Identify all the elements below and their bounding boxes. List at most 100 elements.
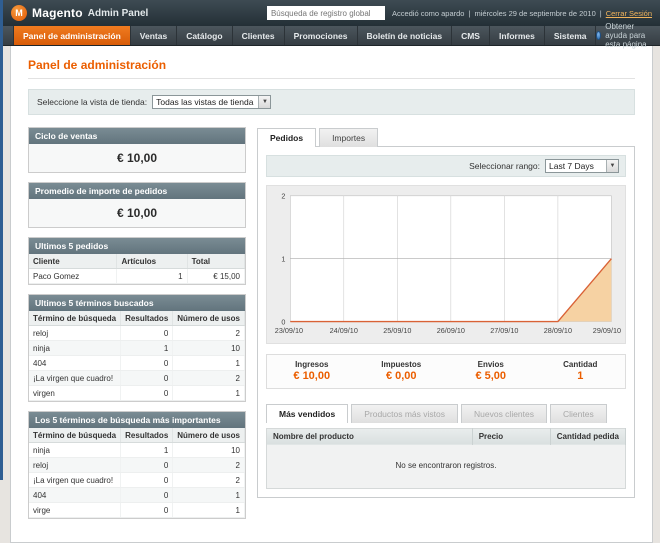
grids-tabs: Más vendidos Productos más vistos Nuevos… [266, 403, 626, 423]
average-orders-value: € 10,00 [29, 199, 245, 227]
cell-results: 0 [120, 502, 174, 518]
cell-results: 0 [120, 457, 174, 473]
lifetime-sales-title: Ciclo de ventas [29, 128, 245, 144]
x-tick: 27/09/10 [490, 326, 518, 335]
brand-name: Magento [32, 6, 83, 20]
cell-uses: 10 [172, 442, 245, 458]
table-row[interactable]: 404 0 1 [29, 355, 245, 371]
y-tick: 0 [281, 317, 285, 326]
average-orders-title: Promedio de importe de pedidos [29, 183, 245, 199]
tab-nuevos-clientes[interactable]: Nuevos clientes [461, 403, 548, 423]
x-tick: 25/09/10 [383, 326, 411, 335]
top-search-terms-title: Los 5 términos de búsqueda más important… [29, 412, 245, 428]
table-row[interactable]: ¡La virgen que cuadro! 0 2 [29, 370, 245, 386]
col-header: Artículos [116, 254, 188, 269]
nav-item-catalogo[interactable]: Catálogo [177, 26, 233, 45]
tab-mas-vendidos[interactable]: Más vendidos [266, 403, 349, 423]
top-header: M Magento Admin Panel Accedió como apard… [3, 0, 660, 26]
table-row[interactable]: ninja 1 10 [29, 340, 245, 356]
cell-term: reloj [29, 457, 122, 473]
nav-item-cms[interactable]: CMS [452, 26, 490, 45]
col-header: Nombre del producto [266, 428, 473, 445]
table-header-row: Término de búsqueda Resultados Número de… [29, 311, 245, 326]
nav-item-informes[interactable]: Informes [490, 26, 545, 45]
chevron-down-icon: ▼ [258, 96, 271, 108]
range-value: Last 7 Days [549, 161, 594, 171]
tab-productos-mas-vistos[interactable]: Productos más vistos [351, 403, 458, 423]
nav-item-dashboard[interactable]: Panel de administración [13, 26, 131, 45]
table-row[interactable]: ¡La virgen que cuadro! 0 2 [29, 472, 245, 488]
content-area: Panel de administración Seleccione la vi… [10, 46, 653, 543]
nav-item-sistema[interactable]: Sistema [545, 26, 597, 45]
col-header: Resultados [120, 428, 174, 443]
range-select[interactable]: Last 7 Days ▼ [545, 159, 619, 173]
cell-results: 1 [120, 442, 174, 458]
stat-impuestos: Impuestos € 0,00 [357, 360, 447, 382]
nav-item-ventas[interactable]: Ventas [131, 26, 178, 45]
table-row[interactable]: reloj 0 2 [29, 457, 245, 473]
cell-uses: 2 [172, 472, 245, 488]
col-header: Cantidad pedida [550, 428, 627, 445]
help-globe-icon [596, 31, 602, 40]
cell-results: 0 [120, 355, 174, 371]
cell-items: 1 [116, 268, 188, 284]
x-tick: 23/09/10 [275, 326, 303, 335]
cell-term: 404 [29, 487, 122, 503]
empty-message: No se encontraron registros. [266, 444, 626, 489]
top-search-terms-table: Término de búsqueda Resultados Número de… [29, 428, 245, 518]
col-header: Término de búsqueda [29, 428, 122, 443]
cell-term: virge [29, 502, 122, 518]
tab-pedidos[interactable]: Pedidos [257, 128, 317, 147]
cell-term: ninja [29, 340, 122, 356]
cell-uses: 10 [172, 340, 245, 356]
store-switcher-bar: Seleccione la vista de tienda: Todas las… [28, 89, 635, 115]
table-header-row: Término de búsqueda Resultados Número de… [29, 428, 245, 443]
main-nav: Panel de administración Ventas Catálogo … [3, 22, 660, 49]
last-orders-table: Cliente Artículos Total Paco Gomez 1 € 1… [29, 254, 246, 284]
stat-label: Ingresos [295, 359, 329, 369]
meta-separator: | [599, 8, 602, 18]
cell-term: virgen [29, 385, 122, 401]
cell-results: 0 [120, 472, 174, 488]
col-header: Término de búsqueda [29, 311, 122, 326]
logout-link[interactable]: Cerrar Sesión [605, 8, 652, 18]
store-view-select[interactable]: Todas las vistas de tienda ▼ [152, 95, 272, 109]
nav-item-promociones[interactable]: Promociones [285, 26, 358, 45]
col-header: Total [187, 254, 246, 269]
page-help-link[interactable]: Obtener ayuda para esta página [596, 22, 660, 49]
stat-value: € 0,00 [385, 369, 417, 382]
stat-envios: Envios € 5,00 [446, 360, 536, 382]
cell-total: € 15,00 [187, 268, 246, 284]
global-search-input[interactable] [266, 6, 385, 20]
last-search-terms-box: Ultimos 5 términos buscados Término de b… [28, 294, 246, 402]
last-search-terms-table: Término de búsqueda Resultados Número de… [29, 311, 245, 401]
table-row[interactable]: Paco Gomez 1 € 15,00 [29, 268, 246, 284]
tab-importes[interactable]: Importes [319, 128, 379, 147]
col-header: Número de usos [172, 311, 245, 326]
stat-label: Impuestos [381, 359, 422, 369]
table-header-row: Nombre del producto Precio Cantidad pedi… [266, 428, 627, 445]
magento-logo-icon: M [11, 5, 27, 21]
table-row[interactable]: ninja 1 10 [29, 442, 245, 458]
lifetime-sales-value: € 10,00 [29, 144, 245, 172]
cell-uses: 1 [172, 502, 245, 518]
table-row[interactable]: reloj 0 2 [29, 325, 245, 341]
stat-value: € 5,00 [475, 369, 507, 382]
stat-cantidad: Cantidad 1 [536, 360, 626, 382]
nav-item-boletin[interactable]: Boletín de noticias [358, 26, 453, 45]
cell-term: ¡La virgen que cuadro! [29, 370, 122, 386]
dashboard-left-column: Ciclo de ventas € 10,00 Promedio de impo… [28, 127, 246, 528]
table-row[interactable]: virgen 0 1 [29, 385, 245, 401]
col-header: Precio [472, 428, 551, 445]
table-row[interactable]: 404 0 1 [29, 487, 245, 503]
totals-bar: Ingresos € 10,00 Impuestos € 0,00 Envios… [266, 353, 626, 389]
help-label: Obtener ayuda para esta página [605, 22, 647, 49]
store-switcher-label: Seleccione la vista de tienda: [37, 97, 148, 107]
tab-clientes[interactable]: Clientes [550, 403, 607, 423]
range-label: Seleccionar rango: [469, 161, 540, 171]
stat-value: € 10,00 [293, 369, 331, 382]
nav-item-clientes[interactable]: Clientes [233, 26, 285, 45]
cell-customer: Paco Gomez [29, 268, 118, 284]
table-row[interactable]: virge 0 1 [29, 502, 245, 518]
cell-uses: 1 [172, 355, 245, 371]
